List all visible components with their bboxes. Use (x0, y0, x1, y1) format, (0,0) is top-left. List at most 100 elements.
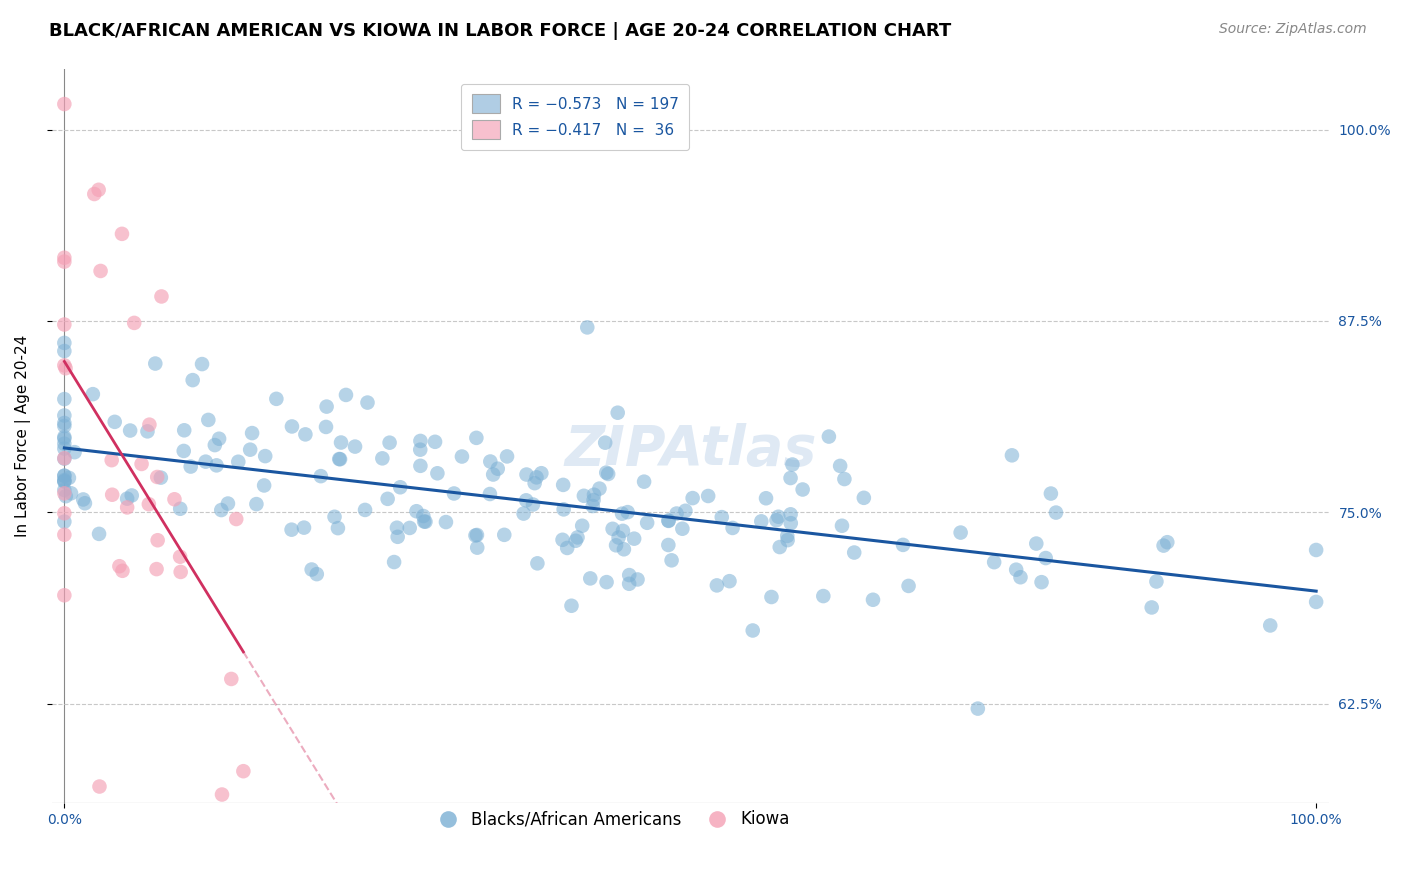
Point (136, 425, 159, 439)
Point (844, 545, 866, 559)
Point (1010, 570, 1032, 584)
Text: ZIPAtlas: ZIPAtlas (564, 424, 817, 477)
Point (53, 409, 76, 423)
Point (115, 491, 138, 506)
Point (120, 424, 142, 438)
Point (232, 764, 254, 779)
Point (478, 487, 501, 501)
Point (718, 574, 741, 589)
Point (294, 427, 316, 442)
Point (194, 455, 217, 469)
Point (53, 430, 76, 444)
Point (782, 458, 804, 472)
Point (671, 522, 693, 536)
Point (765, 513, 787, 527)
Point (371, 451, 394, 466)
Point (579, 571, 602, 585)
Point (53, 432, 76, 446)
Point (205, 458, 228, 473)
Point (253, 478, 276, 492)
Point (658, 514, 681, 528)
Point (949, 525, 972, 540)
Point (389, 480, 412, 494)
Point (523, 476, 546, 491)
Point (818, 429, 841, 443)
Point (180, 459, 202, 474)
Point (173, 444, 195, 458)
Point (149, 470, 172, 484)
Point (53, 392, 76, 406)
Point (170, 565, 193, 579)
Point (87, 527, 110, 541)
Point (409, 434, 432, 448)
Point (626, 573, 648, 587)
Point (240, 426, 263, 441)
Point (619, 568, 641, 582)
Point (138, 497, 160, 511)
Point (204, 438, 226, 452)
Point (281, 419, 304, 434)
Point (465, 528, 488, 542)
Point (163, 492, 186, 507)
Point (53, 318, 76, 332)
Point (595, 466, 617, 480)
Point (217, 497, 239, 511)
Point (309, 469, 332, 483)
Point (150, 289, 173, 303)
Point (181, 373, 204, 387)
Point (582, 488, 605, 502)
Point (146, 470, 169, 484)
Point (245, 497, 267, 511)
Point (697, 489, 720, 503)
Point (111, 564, 134, 578)
Point (526, 470, 548, 484)
Point (1005, 563, 1028, 577)
Point (387, 530, 409, 544)
Point (1039, 486, 1062, 500)
Point (741, 624, 763, 638)
Point (434, 515, 457, 529)
Point (326, 521, 349, 535)
Point (63, 445, 86, 459)
Point (53, 359, 76, 373)
Point (323, 509, 346, 524)
Point (131, 457, 153, 471)
Point (329, 452, 352, 467)
Point (143, 357, 166, 371)
Point (1140, 600, 1163, 615)
Point (616, 505, 638, 519)
Point (266, 392, 288, 406)
Point (221, 672, 243, 686)
Point (1045, 506, 1067, 520)
Point (657, 514, 679, 528)
Point (292, 521, 315, 535)
Point (108, 559, 131, 574)
Point (636, 516, 658, 530)
Point (465, 541, 488, 555)
Point (582, 493, 605, 508)
Point (983, 555, 1005, 569)
Point (582, 499, 605, 513)
Point (377, 491, 399, 506)
Point (710, 510, 733, 524)
Point (606, 406, 628, 420)
Point (602, 522, 624, 536)
Point (673, 504, 696, 518)
Point (1305, 543, 1327, 558)
Point (779, 471, 801, 485)
Point (776, 529, 799, 543)
Point (479, 454, 502, 468)
Point (482, 467, 505, 482)
Point (593, 435, 616, 450)
Point (315, 400, 337, 414)
Point (356, 395, 378, 409)
Point (571, 518, 593, 533)
Point (344, 440, 367, 454)
Point (530, 467, 553, 481)
Point (755, 491, 778, 506)
Point (82, 387, 104, 401)
Point (486, 461, 509, 475)
Point (862, 592, 884, 607)
Point (682, 491, 704, 505)
Point (53, 97, 76, 112)
